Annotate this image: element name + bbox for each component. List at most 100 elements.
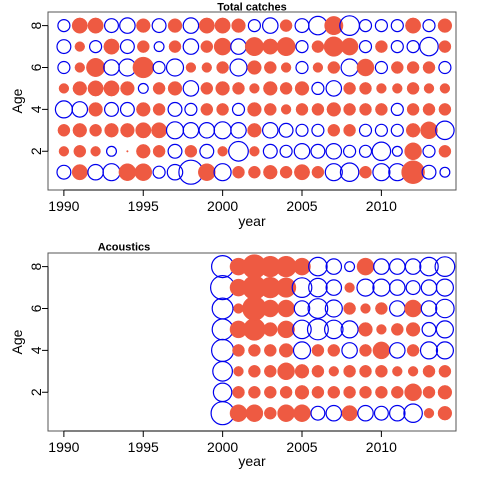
y-tick-label: 4 [28,105,44,113]
residual-bubble [359,344,372,357]
x-tick-label: 2000 [207,198,238,214]
residual-bubble [261,17,279,34]
residual-bubble [404,258,422,275]
residual-bubble [58,146,70,157]
residual-bubble [294,164,310,181]
residual-bubble [407,366,419,377]
residual-bubble [439,166,451,178]
residual-bubble [327,386,341,399]
residual-bubble [325,404,343,422]
residual-bubble [279,19,293,32]
residual-bubble [103,18,119,34]
residual-bubble [57,19,71,33]
y-tick-label: 4 [28,346,44,354]
x-axis-title: year [238,453,266,469]
residual-bubble [136,144,151,159]
residual-bubble [264,365,277,378]
residual-bubble [277,362,295,381]
residual-bubble [294,364,310,379]
residual-bubble [262,38,279,55]
residual-bubble [245,404,264,422]
residual-bubble [306,318,329,341]
residual-bubble [423,408,435,419]
residual-bubble [119,101,135,117]
residual-bubble [137,82,149,94]
residual-bubble [120,123,135,138]
residual-bubble [72,81,87,96]
residual-bubble [344,261,356,273]
residual-bubble [278,122,294,138]
x-axis: 1990 1995 2000 2005 2010 [48,189,397,214]
residual-bubble [325,143,343,160]
residual-bubble [200,82,214,95]
residual-bubble [89,124,102,137]
residual-bubble [103,101,119,117]
residual-bubble [434,256,456,278]
residual-bubble [261,122,279,139]
residual-bubble [71,164,88,181]
residual-bubble [360,303,371,314]
residual-bubble [310,405,326,421]
residual-bubble [374,60,388,75]
residual-bubble [184,145,198,158]
residual-bubble [406,344,420,357]
x-tick-label: 1990 [48,439,79,455]
residual-bubble [56,164,72,180]
x-axis: 1990 1995 2000 2005 2010 [48,430,397,455]
residual-bubble [185,62,197,73]
residual-bubble [435,278,454,297]
residual-bubble [232,386,245,399]
bubble-layer [210,254,456,426]
residual-bubble [438,40,452,53]
residual-bubble [229,58,248,77]
residual-bubble [372,341,391,360]
residual-bubble [277,299,295,318]
residual-bubble [280,62,292,73]
x-tick-label: 1995 [128,198,159,214]
residual-bubble [229,404,248,422]
residual-bubble [264,61,277,74]
residual-bubble [248,365,261,378]
total-catches-panel: Total catches 1990 1995 2000 2005 2010 2468 … [9,2,457,229]
residual-bubble [311,165,325,179]
residual-bubble [244,37,264,57]
residual-bubble [87,17,104,34]
residual-bubble [249,146,260,157]
residual-bubble [308,277,328,298]
residual-bubble [294,385,310,400]
residual-bubble [279,82,293,95]
residual-bubble [88,39,103,54]
residual-bubble [153,41,165,53]
residual-bubble [390,19,404,33]
residual-bubble [406,82,420,95]
residual-bubble [391,323,404,336]
residual-bubble [376,324,387,335]
residual-bubble [405,123,421,138]
residual-bubble [422,19,436,33]
residual-bubble [405,322,421,337]
residual-bubble [103,80,120,97]
residual-bubble [295,103,309,116]
residual-bubble [388,342,406,359]
residual-bubble [103,38,120,55]
residual-bubble [105,145,117,157]
residual-bubble [325,258,343,275]
residual-bubble [263,81,278,96]
residual-bubble [263,322,278,337]
residual-bubble [166,163,184,181]
residual-bubble [232,82,245,95]
residual-bubble [261,299,280,318]
residual-bubble [292,319,312,340]
residual-bubble [167,81,183,96]
residual-bubble [152,165,166,179]
residual-bubble [279,144,293,158]
residual-bubble [358,144,373,158]
residual-bubble [435,298,455,319]
residual-bubble [420,300,438,317]
residual-bubble [359,82,372,95]
residual-bubble [311,103,325,116]
residual-bubble [420,121,438,140]
residual-bubble [438,103,452,116]
residual-bubble [325,279,343,296]
residual-bubble [136,102,151,117]
